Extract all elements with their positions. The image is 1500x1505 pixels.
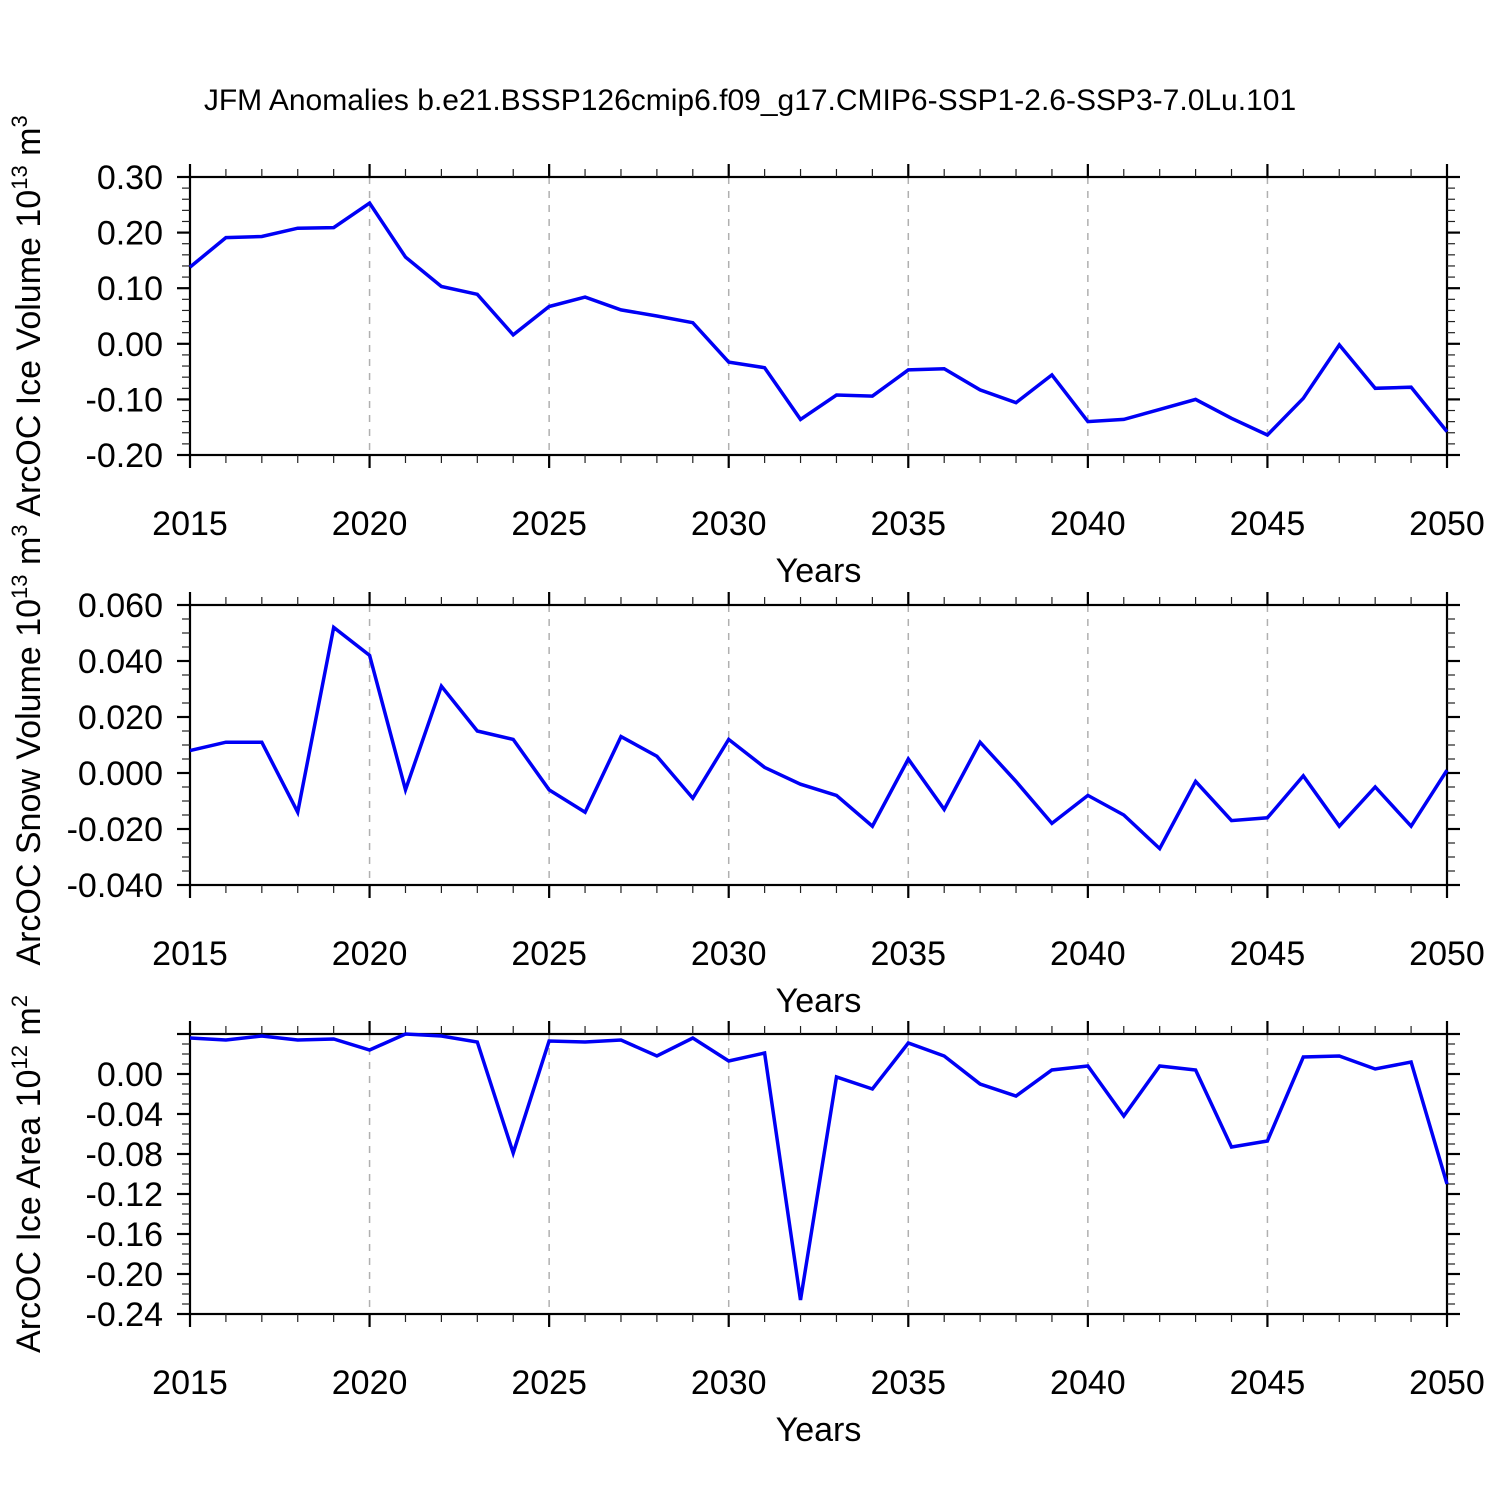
y-tick-label: 0.10 bbox=[97, 270, 163, 308]
y-axis-title: ArcOC Ice Area 1012​ m2​ bbox=[7, 995, 48, 1353]
y-tick-label: -0.040 bbox=[67, 867, 163, 905]
y-axis-title: ArcOC Snow Volume 1013​ m3​ bbox=[7, 524, 48, 965]
y-tick-label: -0.24 bbox=[86, 1296, 164, 1334]
x-tick-label: 2015 bbox=[152, 935, 228, 973]
y-tick-label: 0.060 bbox=[78, 587, 163, 625]
y-tick-label: -0.04 bbox=[86, 1096, 164, 1134]
plot-frame bbox=[188, 603, 1449, 887]
y-tick-label: -0.10 bbox=[86, 381, 164, 419]
x-tick-label: 2050 bbox=[1409, 1364, 1485, 1402]
plot-frame bbox=[188, 175, 1449, 457]
y-tick-label: 0.30 bbox=[97, 159, 163, 197]
x-tick-label: 2040 bbox=[1050, 1364, 1126, 1402]
ice-volume-line bbox=[188, 200, 1449, 438]
x-tick-label: 2030 bbox=[691, 505, 767, 543]
x-tick-label: 2030 bbox=[691, 1364, 767, 1402]
y-tick-label: -0.020 bbox=[67, 811, 163, 849]
x-axis-title: Years bbox=[776, 982, 862, 1020]
x-tick-label: 2045 bbox=[1230, 935, 1306, 973]
y-tick-label: 0.00 bbox=[97, 1056, 163, 1094]
x-tick-label: 2015 bbox=[152, 505, 228, 543]
y-tick-label: 0.040 bbox=[78, 643, 163, 681]
y-tick-label: 0.020 bbox=[78, 699, 163, 737]
panel-snow-volume: 0.060 0.040 0.020 0.000 -0.020 -0.040 2015 2020… bbox=[7, 524, 1485, 1020]
y-tick-label: -0.20 bbox=[86, 1256, 164, 1294]
x-tick-label: 2040 bbox=[1050, 935, 1126, 973]
y-tick-label: -0.16 bbox=[86, 1216, 164, 1254]
panel-ice-area: 0.00-0.04-0.08-0.12-0.16-0.20-0.24 2015 20… bbox=[7, 995, 1485, 1449]
x-tick-label: 2030 bbox=[691, 935, 767, 973]
x-axis-title: Years bbox=[776, 552, 862, 590]
x-tick-label: 2025 bbox=[511, 935, 587, 973]
x-axis-title: Years bbox=[776, 1411, 862, 1449]
x-tick-label: 2025 bbox=[511, 1364, 587, 1402]
plot-frame bbox=[188, 1032, 1449, 1316]
x-tick-label: 2040 bbox=[1050, 505, 1126, 543]
ice-area-line bbox=[189, 1032, 1449, 1301]
y-tick-label: 0.20 bbox=[97, 215, 163, 253]
snow-volume-line bbox=[189, 624, 1449, 852]
x-tick-label: 2050 bbox=[1409, 505, 1485, 543]
x-tick-label: 2035 bbox=[870, 1364, 946, 1402]
y-axis-title: ArcOC Ice Volume 1013​ m3​ bbox=[7, 115, 48, 516]
x-tick-label: 2020 bbox=[332, 505, 408, 543]
y-tick-label: -0.12 bbox=[86, 1176, 164, 1214]
chart-title: JFM Anomalies b.e21.BSSP126cmip6.f09_g17… bbox=[203, 84, 1297, 117]
y-tick-label: -0.20 bbox=[86, 437, 164, 475]
x-tick-label: 2035 bbox=[870, 505, 946, 543]
y-tick-label: 0.000 bbox=[78, 755, 163, 793]
x-tick-label: 2045 bbox=[1230, 1364, 1306, 1402]
x-tick-label: 2045 bbox=[1230, 505, 1306, 543]
x-tick-label: 2020 bbox=[332, 1364, 408, 1402]
y-tick-label: 0.00 bbox=[97, 326, 163, 364]
x-tick-label: 2050 bbox=[1409, 935, 1485, 973]
x-tick-label: 2015 bbox=[152, 1364, 228, 1402]
y-tick-label: -0.08 bbox=[86, 1136, 164, 1174]
x-tick-label: 2025 bbox=[511, 505, 587, 543]
x-tick-label: 2020 bbox=[332, 935, 408, 973]
panel-ice-volume: 0.30 0.20 0.10 0.00 -0.10 -0.20 2015 2020 2025 20… bbox=[7, 115, 1485, 590]
x-tick-label: 2035 bbox=[870, 935, 946, 973]
